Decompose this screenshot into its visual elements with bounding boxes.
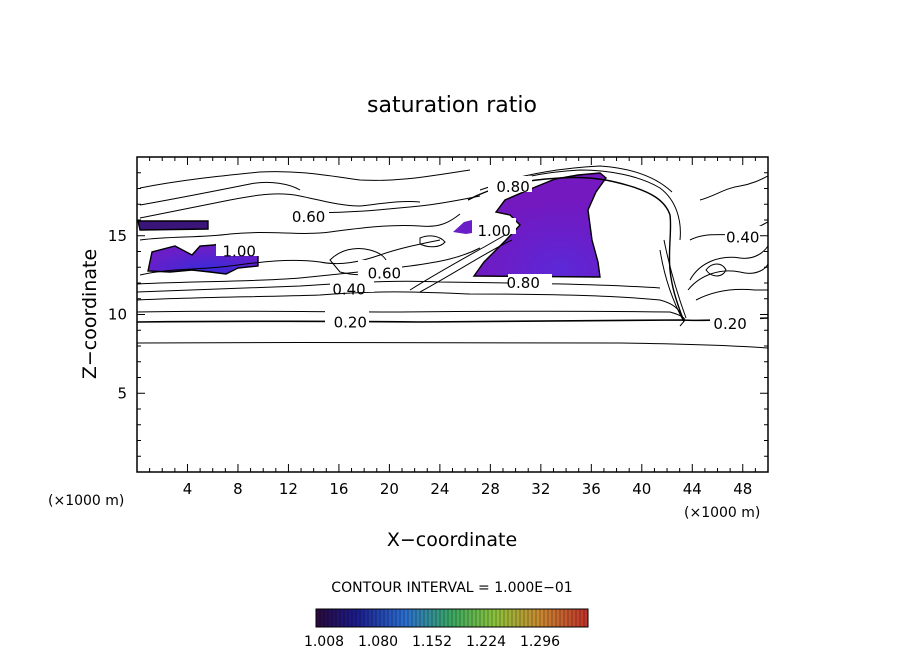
contour-line	[137, 342, 768, 349]
colorbar-tick-label: 1.080	[358, 634, 398, 650]
x-tick-label: 32	[531, 480, 550, 498]
chart-title: saturation ratio	[367, 93, 537, 118]
y-tick-label: 10	[108, 306, 127, 324]
contour-label: 1.00	[477, 222, 510, 240]
contour-line	[419, 235, 446, 248]
colorbar-frame	[315, 608, 589, 628]
contour-label: 0.40	[332, 280, 365, 298]
x-tick-label: 44	[683, 480, 702, 498]
contour-line	[299, 195, 481, 214]
fill-region-strip	[138, 221, 208, 230]
x-tick-label: 8	[233, 480, 243, 498]
contour-line	[139, 169, 471, 189]
contour-line	[499, 165, 673, 193]
y-tick-label: 5	[117, 384, 127, 402]
contour-label: 0.20	[713, 315, 746, 333]
contour-label: 0.80	[496, 178, 529, 196]
x-unit-right: (×1000 m)	[684, 505, 760, 521]
x-tick-label: 16	[329, 480, 348, 498]
colorbar-tick-label: 1.296	[520, 634, 560, 650]
contour-line	[659, 239, 687, 323]
contour-interval-note: CONTOUR INTERVAL = 1.000E−01	[331, 580, 572, 596]
contour-lines	[137, 165, 768, 349]
contour-line	[409, 234, 513, 293]
colorbar-stripes	[315, 609, 589, 627]
x-unit-left: (×1000 m)	[48, 493, 124, 509]
contour-line	[137, 317, 768, 323]
y-tick-label: 15	[108, 227, 127, 245]
contour-line	[137, 280, 661, 293]
x-tick-label: 20	[380, 480, 399, 498]
contour-line	[699, 175, 768, 201]
colorbar-labels: 1.008 1.080 1.152 1.224 1.296	[304, 634, 560, 650]
contour-line	[472, 172, 607, 278]
contour-label-bgs	[216, 176, 769, 327]
contour-line	[689, 245, 768, 281]
x-tick-label: 12	[279, 480, 298, 498]
colorbar-tick-label: 1.008	[304, 634, 344, 650]
x-tick-label: 40	[632, 480, 651, 498]
contour-line	[137, 247, 481, 285]
x-tick-label: 48	[733, 480, 752, 498]
colorbar-tick-label: 1.224	[466, 634, 506, 650]
contour-line	[137, 220, 209, 231]
contour-line	[687, 263, 768, 291]
contour-label: 0.40	[726, 228, 759, 246]
x-tick-label: 28	[481, 480, 500, 498]
contour-label-group: 0.20 0.200.400.400.600.600.800.801.001.00	[223, 178, 760, 333]
contour-label: 0.60	[292, 208, 325, 226]
contour-line	[137, 310, 685, 327]
contour-line	[695, 288, 768, 301]
contour-line	[139, 239, 441, 276]
contour-label: 0.60	[368, 265, 401, 283]
contour-line	[139, 181, 301, 206]
contour-line	[139, 193, 421, 219]
contour-line	[137, 291, 685, 321]
colorbar-tick-label: 1.152	[412, 634, 452, 650]
contour-label: 0.20	[334, 313, 367, 331]
colorbar: 1.008 1.080 1.152 1.224 1.296	[304, 608, 589, 650]
contour-line	[705, 263, 727, 277]
contour-line	[467, 176, 685, 323]
y-axis-label: Z−coordinate	[79, 249, 101, 379]
contour-label: 1.00	[223, 243, 256, 261]
contour-label: 0.80	[506, 274, 539, 292]
fill-region-central	[474, 173, 606, 277]
contour-line	[139, 213, 461, 241]
x-tick-label: 4	[183, 480, 193, 498]
x-tick-label: 36	[582, 480, 601, 498]
x-tick-label: 24	[430, 480, 449, 498]
x-axis-label: X−coordinate	[387, 529, 517, 551]
